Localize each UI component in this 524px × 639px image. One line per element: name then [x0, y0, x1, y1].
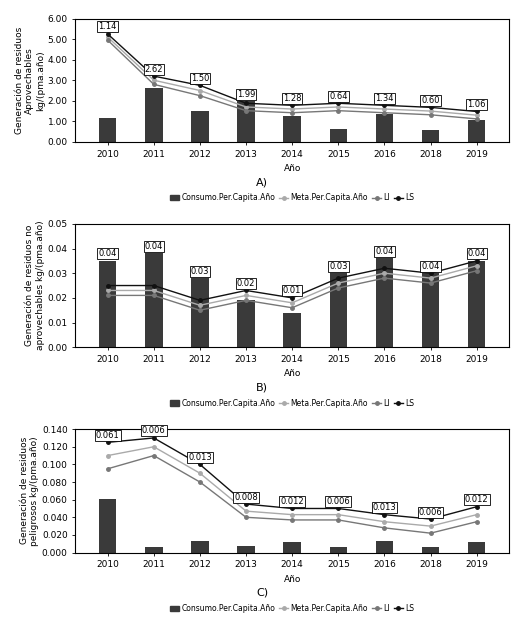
Text: 1.50: 1.50 [191, 74, 209, 83]
Text: 1.34: 1.34 [375, 94, 394, 103]
Bar [376, 258, 393, 347]
Text: A): A) [256, 177, 268, 187]
Bar [283, 312, 301, 347]
Text: 0.03: 0.03 [191, 266, 209, 275]
X-axis label: Año: Año [283, 164, 301, 173]
Bar [422, 130, 439, 142]
Bar [422, 273, 439, 347]
Text: 0.04: 0.04 [467, 249, 486, 258]
Text: 0.02: 0.02 [237, 279, 255, 288]
Text: 0.04: 0.04 [145, 242, 163, 251]
Text: 0.01: 0.01 [283, 286, 301, 295]
Bar [237, 300, 255, 347]
X-axis label: Año: Año [283, 369, 301, 378]
Text: 1.28: 1.28 [283, 94, 301, 103]
Bar [283, 542, 301, 553]
Text: 1.14: 1.14 [99, 22, 117, 31]
Legend: Consumo.Per.Capita.Año, Meta.Per.Capita.Año, LI, LS: Consumo.Per.Capita.Año, Meta.Per.Capita.… [170, 399, 414, 408]
Bar [191, 278, 209, 347]
Text: 0.013: 0.013 [373, 503, 396, 512]
Bar [330, 547, 347, 553]
Bar [468, 120, 485, 142]
Y-axis label: Generación de residuos
peligrosos kg/(pma.año): Generación de residuos peligrosos kg/(pm… [20, 436, 39, 546]
Text: 0.04: 0.04 [421, 262, 440, 271]
Text: 0.006: 0.006 [419, 507, 442, 516]
Bar [191, 541, 209, 553]
Text: 0.006: 0.006 [326, 497, 350, 506]
Text: 1.99: 1.99 [237, 89, 255, 98]
Text: 0.061: 0.061 [96, 431, 119, 440]
Bar [145, 547, 162, 553]
Text: 1.06: 1.06 [467, 100, 486, 109]
Bar [99, 499, 116, 553]
Text: 0.012: 0.012 [280, 497, 304, 506]
Text: 0.012: 0.012 [465, 495, 488, 504]
Bar [145, 254, 162, 347]
Bar [283, 116, 301, 142]
Text: 0.03: 0.03 [329, 262, 347, 271]
Bar [422, 547, 439, 553]
Text: 0.04: 0.04 [375, 247, 394, 256]
Text: B): B) [256, 382, 268, 392]
Bar [99, 118, 116, 142]
Bar [145, 88, 162, 142]
Text: 0.60: 0.60 [421, 96, 440, 105]
Text: 2.62: 2.62 [145, 65, 163, 73]
Bar [376, 114, 393, 142]
Y-axis label: Generación de residuos no
aprovechables kg/(pma.año): Generación de residuos no aprovechables … [25, 220, 45, 350]
Bar [191, 111, 209, 142]
Text: 0.04: 0.04 [99, 249, 117, 258]
Bar [330, 129, 347, 142]
X-axis label: Año: Año [283, 574, 301, 584]
Bar [237, 101, 255, 142]
Y-axis label: Generación de residuos
Aprovechables
kg/(pma.año): Generación de residuos Aprovechables kg/… [15, 27, 45, 134]
Legend: Consumo.Per.Capita.Año, Meta.Per.Capita.Año, LI, LS: Consumo.Per.Capita.Año, Meta.Per.Capita.… [170, 194, 414, 203]
Bar [99, 261, 116, 347]
Text: 0.008: 0.008 [234, 493, 258, 502]
Text: 0.64: 0.64 [329, 92, 347, 101]
Text: C): C) [256, 588, 268, 597]
Bar [468, 542, 485, 553]
Bar [237, 546, 255, 553]
Bar [468, 261, 485, 347]
Legend: Consumo.Per.Capita.Año, Meta.Per.Capita.Año, LI, LS: Consumo.Per.Capita.Año, Meta.Per.Capita.… [170, 604, 414, 613]
Bar [330, 273, 347, 347]
Text: 0.006: 0.006 [142, 426, 166, 435]
Bar [376, 541, 393, 553]
Text: 0.013: 0.013 [188, 453, 212, 462]
